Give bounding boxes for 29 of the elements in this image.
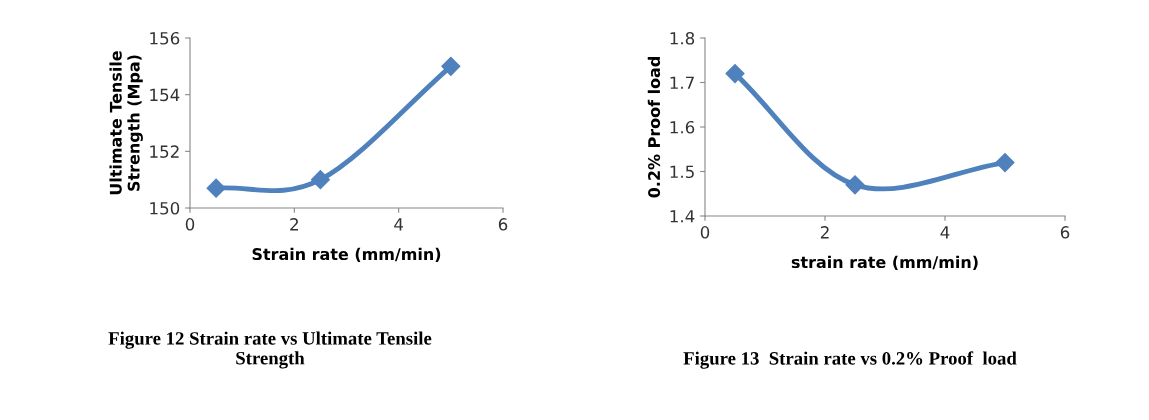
y-tick-label: 1.6 [670,120,695,134]
y-tick-label: 1.5 [670,165,694,179]
y-tick-label: 152 [150,145,179,158]
y-tick-label: 150 [150,201,180,215]
x-tick-label: 6 [498,218,508,231]
y-tick-label: 1.4 [670,210,695,223]
x-tick-label: 0 [700,226,710,239]
point [845,175,865,195]
y-axis-title: Ultimate Tensile Strength (Mpa) [109,51,143,195]
y-tick-label: 156 [150,31,180,45]
point [725,64,745,84]
y-axis-title: 0.2% Proof load [647,57,661,198]
x-tick-label: 4 [940,226,950,239]
y-tick-label: 154 [150,88,180,102]
point [310,170,330,190]
x-tick-label: 2 [820,226,829,239]
x-tick-label: 0 [185,218,195,231]
x-tick-label: 2 [290,218,298,231]
x-tick-label: 6 [1060,226,1070,239]
x-axis-title: strain rate (mm/min) [791,255,978,270]
caption: Figure 12 Strain rate vs Ultimate Tensile Strength [108,331,432,369]
y-tick-label: 1.7 [670,76,694,89]
caption: Figure 13 Strain rate vs 0.2% Proof load [683,351,1017,369]
y-tick-label: 1.8 [670,31,695,45]
point [206,178,226,198]
point [995,153,1015,173]
x-axis-title: Strain rate (mm/min) [252,247,441,262]
point [441,56,461,76]
x-tick-label: 4 [394,218,404,231]
